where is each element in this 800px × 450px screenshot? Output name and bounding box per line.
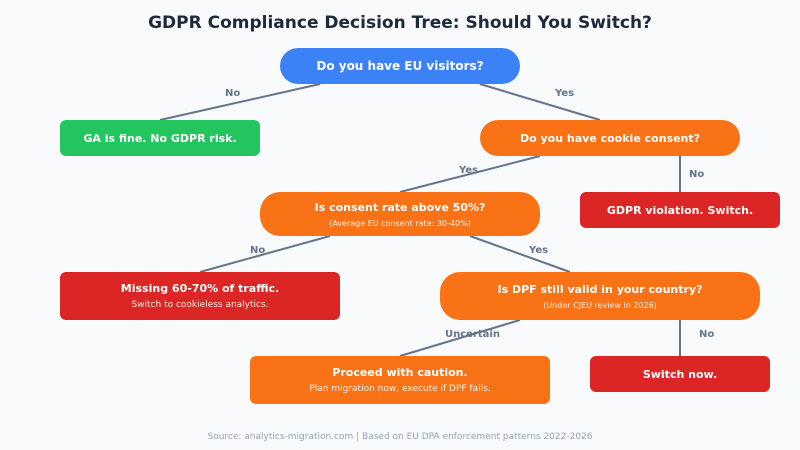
node-label: Is consent rate above 50%? (314, 200, 486, 214)
node-label: Do you have EU visitors? (316, 59, 484, 73)
edge-label-yes: Yes (555, 88, 575, 99)
node-label: Missing 60-70% of traffic. (120, 282, 280, 295)
edge-label-no: No (250, 245, 266, 256)
edge-label-no: No (699, 329, 715, 340)
node-note: Plan migration now, execute if DPF falls… (309, 384, 491, 394)
node-label: GDPR violation. Switch. (606, 203, 754, 217)
diagram-title: GDPR Compliance Decision Tree: Should Yo… (148, 13, 652, 33)
edge-rate-yes (469, 235, 571, 273)
edge-consent-yes (399, 155, 541, 193)
node-label: Do you have cookie consent? (519, 131, 701, 145)
edge-eu-yes (479, 83, 601, 121)
node-note: (Average EU consent rate: 30-40%) (329, 218, 471, 228)
edge-label-uncertain: Uncertain (445, 329, 500, 340)
node-label: Proceed with caution. (332, 366, 468, 379)
node-dpf-valid: Is DPF still valid in your country? (Und… (440, 272, 760, 320)
node-eu-visitors: Do you have EU visitors? (280, 48, 520, 84)
node-label: Switch now. (642, 367, 718, 381)
node-note: Switch to cookieless analytics. (131, 300, 269, 310)
edge-label-no: No (225, 88, 241, 99)
source-footnote: Source: analytics-migration.com | Based … (207, 432, 593, 442)
edge-rate-no (199, 235, 331, 273)
node-caution: Proceed with caution. Plan migration now… (250, 356, 550, 404)
node-label: Is DPF still valid in your country? (497, 282, 703, 296)
node-missing-traffic: Missing 60-70% of traffic. Switch to coo… (60, 272, 340, 320)
node-consent-rate: Is consent rate above 50%? (Average EU c… (260, 192, 540, 236)
edge-dpf-uncertain (399, 319, 521, 357)
node-label: GA is fine. No GDPR risk. (83, 131, 237, 145)
edge-label-yes: Yes (459, 165, 479, 176)
edge-label-yes: Yes (529, 245, 549, 256)
node-switch-now: Switch now. (590, 356, 770, 392)
edge-eu-no (159, 83, 321, 121)
edge-label-no: No (689, 169, 705, 180)
node-cookie-consent: Do you have cookie consent? (480, 120, 740, 156)
node-gdpr-violation: GDPR violation. Switch. (580, 192, 780, 228)
node-note: (Under CJEU review in 2026) (543, 300, 657, 310)
node-ga-fine: GA is fine. No GDPR risk. (60, 120, 260, 156)
